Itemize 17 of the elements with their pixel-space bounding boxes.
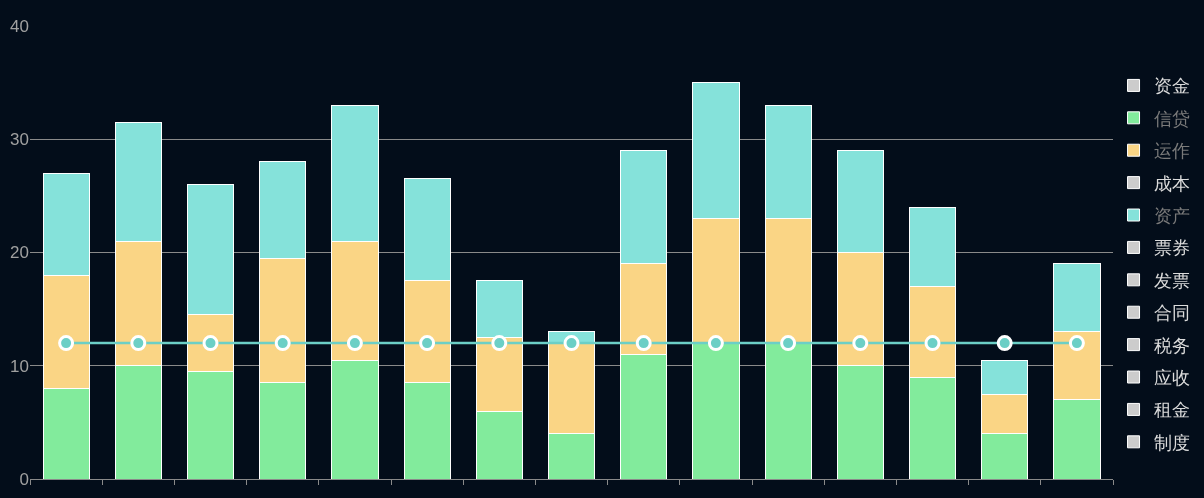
legend-label: 制度 (1153, 432, 1190, 453)
legend-label: 应收 (1153, 368, 1190, 389)
legend-label: 运作 (1153, 141, 1190, 162)
y-tick-label: 20 (10, 243, 29, 263)
legend-label: 票券 (1153, 238, 1190, 259)
legend-label: 资产 (1153, 206, 1190, 227)
y-tick-label: 30 (10, 130, 29, 150)
legend-label: 发票 (1153, 270, 1190, 291)
legend-label: 资金 (1153, 76, 1190, 97)
legend-label: 信贷 (1153, 108, 1190, 129)
legend-label: 租金 (1153, 400, 1190, 421)
y-tick-label: 40 (10, 16, 29, 36)
y-tick-label: 0 (19, 469, 29, 489)
legend-label: 税务 (1153, 335, 1190, 356)
y-tick-label: 10 (10, 356, 29, 376)
legend-label: 成本 (1153, 173, 1190, 194)
legend-label: 合同 (1153, 303, 1190, 324)
